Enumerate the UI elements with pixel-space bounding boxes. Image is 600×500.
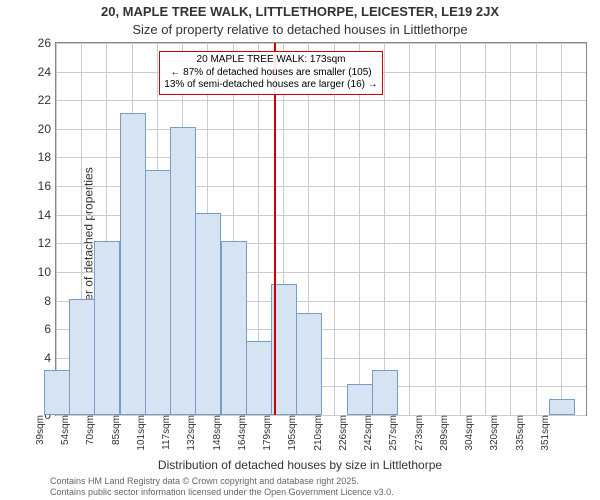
histogram-bar [44, 370, 70, 415]
histogram-bar [347, 384, 373, 415]
y-tick-label: 16 [38, 179, 56, 193]
y-tick-label: 8 [44, 294, 56, 308]
x-tick-label: 242sqm [359, 415, 374, 465]
x-tick-label: 335sqm [511, 415, 526, 465]
x-tick-label: 257sqm [384, 415, 399, 465]
x-tick-label: 320sqm [485, 415, 500, 465]
y-tick-label: 14 [38, 208, 56, 222]
x-tick-label: 101sqm [132, 415, 147, 465]
x-tick-label: 289sqm [435, 415, 450, 465]
gridline-v [384, 43, 385, 415]
reference-annotation: 20 MAPLE TREE WALK: 173sqm ← 87% of deta… [159, 51, 382, 95]
x-tick-label: 351sqm [536, 415, 551, 465]
x-tick-label: 304sqm [460, 415, 475, 465]
y-tick-label: 24 [38, 65, 56, 79]
x-tick-label: 164sqm [233, 415, 248, 465]
annotation-line3: 13% of semi-detached houses are larger (… [164, 79, 377, 92]
plot-area: 0246810121416182022242639sqm54sqm70sqm85… [55, 42, 587, 416]
gridline-v [56, 43, 57, 415]
x-tick-label: 195sqm [283, 415, 298, 465]
histogram-bar [372, 370, 398, 415]
x-tick-label: 210sqm [309, 415, 324, 465]
y-tick-label: 22 [38, 93, 56, 107]
histogram-bar [170, 127, 196, 415]
x-tick-label: 179sqm [258, 415, 273, 465]
x-tick-label: 148sqm [208, 415, 223, 465]
chart-title-line2: Size of property relative to detached ho… [0, 22, 600, 37]
y-tick-label: 10 [38, 265, 56, 279]
histogram-bar [195, 213, 221, 415]
gridline-v [334, 43, 335, 415]
histogram-bar [246, 341, 272, 415]
histogram-bar [221, 241, 247, 415]
annotation-line2: ← 87% of detached houses are smaller (10… [164, 67, 377, 80]
gridline-h [56, 43, 586, 44]
x-tick-label: 226sqm [334, 415, 349, 465]
histogram-bar [549, 399, 575, 415]
y-tick-label: 26 [38, 36, 56, 50]
footnote-line2: Contains public sector information licen… [50, 487, 394, 498]
histogram-bar [94, 241, 120, 415]
gridline-v [460, 43, 461, 415]
property-size-histogram: 20, MAPLE TREE WALK, LITTLETHORPE, LEICE… [0, 0, 600, 500]
histogram-bar [145, 170, 171, 415]
y-tick-label: 4 [44, 351, 56, 365]
footnote-line1: Contains HM Land Registry data © Crown c… [50, 476, 394, 487]
histogram-bar [69, 299, 95, 415]
y-tick-label: 12 [38, 236, 56, 250]
histogram-bar [296, 313, 322, 415]
x-tick-label: 54sqm [56, 415, 71, 465]
chart-footnote: Contains HM Land Registry data © Crown c… [50, 476, 394, 498]
x-tick-label: 273sqm [410, 415, 425, 465]
x-tick-label: 70sqm [81, 415, 96, 465]
chart-title-line1: 20, MAPLE TREE WALK, LITTLETHORPE, LEICE… [0, 4, 600, 19]
x-tick-label: 132sqm [182, 415, 197, 465]
annotation-line1: 20 MAPLE TREE WALK: 173sqm [164, 54, 377, 67]
histogram-bar [120, 113, 146, 415]
gridline-v [359, 43, 360, 415]
x-tick-label: 117sqm [157, 415, 172, 465]
x-tick-label: 85sqm [107, 415, 122, 465]
gridline-v [435, 43, 436, 415]
y-tick-label: 18 [38, 150, 56, 164]
gridline-v [561, 43, 562, 415]
gridline-v [510, 43, 511, 415]
y-tick-label: 6 [44, 322, 56, 336]
gridline-h [56, 100, 586, 101]
gridline-v [485, 43, 486, 415]
reference-line [274, 43, 276, 415]
gridline-v [536, 43, 537, 415]
gridline-v [409, 43, 410, 415]
x-tick-label: 39sqm [31, 415, 46, 465]
y-tick-label: 20 [38, 122, 56, 136]
